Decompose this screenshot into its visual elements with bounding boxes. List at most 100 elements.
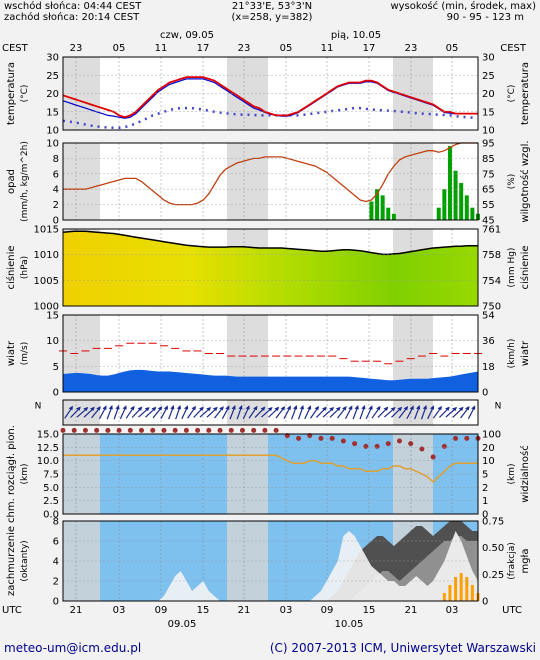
rain-bar (470, 207, 475, 220)
cloud-base-dot (228, 427, 234, 433)
y-tick-left: 7.5 (43, 470, 59, 481)
wind-arrow (377, 406, 389, 418)
y-tick-right: 2 (482, 483, 488, 494)
bottom-hour-label: 21 (405, 605, 418, 616)
top-day1-label: czw, 09.05 (160, 30, 214, 41)
wind-arrow-head (184, 405, 189, 410)
y-tick-right: 18 (482, 362, 495, 373)
wind-arrow-head (137, 406, 143, 411)
wind-arrow (291, 405, 298, 420)
y-tick-right: 15 (482, 107, 495, 118)
y-tick-right: 36 (482, 336, 495, 347)
panel-border (62, 56, 479, 131)
cloud-base-dot (172, 427, 178, 433)
wind-arrow-head (144, 406, 150, 412)
y-tick-right: 45 (482, 216, 495, 227)
wind-arrow (236, 404, 243, 420)
rain-bar (436, 207, 441, 220)
wind-arrow-head (102, 405, 107, 410)
bottom-hour-label: 21 (70, 605, 83, 616)
wind-arrow (310, 405, 319, 419)
wind-arrow-head (293, 405, 298, 410)
y-tick-left: 6 (53, 169, 59, 180)
y-tick-right: 750 (482, 302, 501, 313)
sunset-text: zachód słońca: 20:14 CEST (4, 11, 140, 23)
y-unit-left: (hPa) (20, 256, 30, 279)
humidity-line (63, 142, 478, 206)
wind-arrow-head (225, 405, 230, 410)
panel-group: 8 6 4 2 0 0.75 0.50 0.25 0 zachmurzenie (oktanty) (… (6, 517, 531, 608)
top-hour-label: 11 (321, 43, 334, 54)
night-band (63, 434, 100, 514)
top-hour-label: 23 (70, 43, 83, 54)
wind-arrow (452, 406, 464, 418)
y-tick-right: 10 (482, 126, 495, 137)
panel-border (62, 142, 479, 221)
wind-arrow (106, 405, 113, 420)
wind-arrow (248, 405, 258, 419)
bottom-date2-label: 10.05 (335, 619, 364, 630)
bottom-tz-right: UTC (502, 605, 522, 616)
y-tick-left: 4 (53, 185, 59, 196)
y-tick-right: 20 (482, 443, 495, 454)
top-hour-label: 17 (197, 43, 210, 54)
y-label-right: widzialność (519, 445, 531, 502)
wind-arrow (445, 406, 458, 418)
y-label-left: chm. rozciągł. pion. (6, 425, 17, 523)
y-tick-left: 1010 (34, 250, 59, 261)
wind-arrow-head (322, 406, 327, 411)
wind-arrow (229, 405, 236, 420)
wind-arrow-head (354, 405, 359, 410)
wind-arrow-head (465, 406, 470, 411)
rain-bar (447, 146, 452, 220)
wind-arrow (113, 404, 120, 420)
y-label-left: temperatura (6, 62, 17, 125)
y-tick-right: 0 (482, 597, 488, 608)
wind-arrow (460, 406, 470, 419)
y-tick-right: 0.75 (482, 517, 504, 528)
fog-bar (470, 585, 474, 601)
wind-arrow-head (342, 406, 347, 411)
contact-email[interactable]: meteo-um@icm.edu.pl (4, 641, 141, 655)
y-unit-right: (°C) (507, 85, 517, 103)
cloud-base-dot (71, 427, 77, 433)
cloud-base-dot (329, 435, 335, 441)
y-label-left: opad (6, 169, 17, 194)
wind-arrow (254, 406, 266, 418)
bottom-tz-left: UTC (2, 605, 22, 616)
y-tick-left: 20 (46, 89, 59, 100)
y-label-left: ciśnienie (5, 245, 17, 289)
cloud-base-dot (150, 427, 156, 433)
wind-arrow (414, 405, 421, 420)
bottom-hour-label: 03 (113, 605, 126, 616)
cloud-base-dot (352, 441, 358, 447)
wind-arrow (283, 405, 291, 420)
wind-arrow (438, 406, 450, 418)
night-band (227, 400, 268, 425)
fog-bar (465, 577, 469, 601)
wind-arrow-head (68, 405, 73, 411)
panel-border (62, 314, 479, 393)
wind-arrow (145, 406, 157, 418)
y-tick-right: 54 (482, 311, 495, 322)
cloud-base-dot (296, 435, 302, 441)
wind-arrow-head (368, 405, 373, 410)
fog-bar (454, 577, 458, 601)
y-tick-left: 15 (46, 311, 59, 322)
wind-arrow (168, 405, 175, 420)
wind-arrow (91, 406, 101, 419)
night-band (63, 57, 100, 130)
cloud-base-dot (408, 441, 414, 447)
cloud-base-dot (318, 435, 324, 441)
y-tick-left: 1015 (34, 225, 59, 236)
cloud-base-dot (273, 427, 279, 433)
wind-arrow (329, 406, 341, 418)
wind-arrow-head (416, 405, 421, 410)
y-tick-left: 12.5 (37, 443, 59, 454)
night-band (393, 143, 433, 220)
y-tick-left: 10 (46, 336, 59, 347)
sunrise-text: wschód słońca: 04:44 CEST (4, 0, 142, 12)
y-label-right: mgła (520, 548, 531, 573)
cloud-base-dot (441, 443, 447, 449)
